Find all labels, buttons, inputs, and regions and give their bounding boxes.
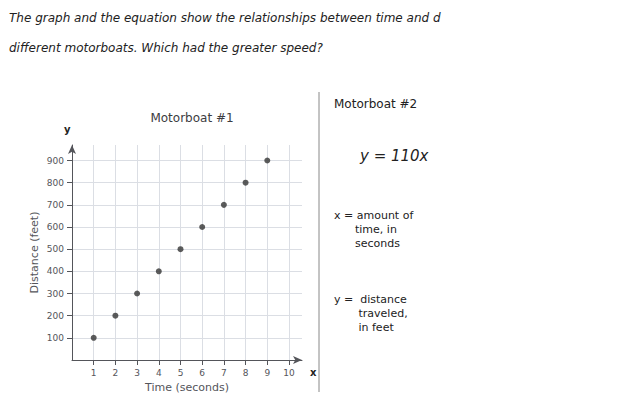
svg-text:in feet: in feet (334, 321, 394, 334)
svg-text:Time (seconds): Time (seconds) (144, 381, 229, 394)
svg-text:seconds: seconds (334, 237, 400, 250)
svg-text:900: 900 (47, 156, 64, 166)
svg-text:3: 3 (134, 368, 140, 378)
svg-text:200: 200 (47, 311, 64, 321)
svg-text:Distance (feet): Distance (feet) (28, 212, 41, 294)
svg-text:500: 500 (47, 244, 64, 254)
svg-text:traveled,: traveled, (334, 307, 408, 320)
svg-text:4: 4 (156, 368, 162, 378)
svg-text:Motorboat #2: Motorboat #2 (334, 97, 417, 111)
svg-text:6: 6 (199, 368, 205, 378)
svg-text:2: 2 (113, 368, 119, 378)
svg-text:y = 110x: y = 110x (359, 147, 429, 165)
svg-text:1: 1 (91, 368, 97, 378)
svg-text:700: 700 (47, 200, 64, 210)
svg-text:y: y (64, 124, 71, 135)
svg-text:time, in: time, in (334, 223, 397, 236)
svg-text:x = amount of: x = amount of (334, 209, 414, 222)
svg-text:x: x (310, 367, 317, 378)
svg-text:different motorboats. Which ha: different motorboats. Which had the grea… (9, 41, 323, 55)
svg-text:The graph and the equation sho: The graph and the equation show the rela… (9, 11, 441, 25)
svg-text:600: 600 (47, 222, 64, 232)
svg-text:y = distance: y = distance (334, 293, 407, 306)
svg-text:400: 400 (47, 266, 64, 276)
svg-text:300: 300 (47, 289, 64, 299)
svg-text:8: 8 (243, 368, 249, 378)
svg-text:Motorboat #1: Motorboat #1 (150, 111, 233, 125)
svg-text:7: 7 (221, 368, 227, 378)
svg-text:100: 100 (47, 333, 64, 343)
svg-text:9: 9 (264, 368, 270, 378)
svg-text:10: 10 (283, 368, 295, 378)
svg-text:5: 5 (178, 368, 184, 378)
svg-text:800: 800 (47, 178, 64, 188)
